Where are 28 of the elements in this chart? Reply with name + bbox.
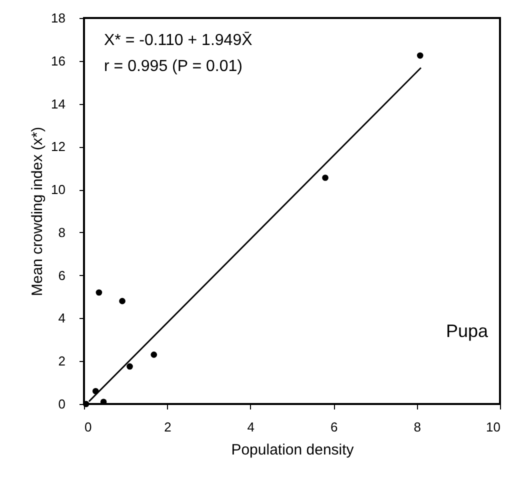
point: [126, 363, 133, 370]
point: [82, 400, 90, 408]
point: [119, 298, 126, 304]
annotation: X* = -0.110 + 1.949X̄: [104, 32, 253, 49]
y-tick-label: 18: [51, 10, 66, 26]
point: [150, 352, 158, 358]
y-tick-label: 2: [58, 354, 66, 369]
y-tick-label: 6: [58, 268, 66, 283]
y-tick-label: 0: [58, 396, 66, 412]
y-axis-title: Mean crowding index (x*): [29, 126, 46, 296]
x-tick-label: 2: [164, 420, 172, 434]
y-tick-label: 4: [58, 310, 66, 326]
annotation: Pupa: [446, 321, 489, 341]
y-tick-label: 12: [51, 139, 66, 154]
point: [96, 289, 102, 296]
annotation: r = 0.995 (P = 0.01): [104, 58, 242, 75]
y-tick-label: 8: [58, 224, 66, 240]
x-tick-label: 8: [414, 420, 421, 434]
x-tick-label: 6: [330, 420, 338, 434]
x-tick-label: 4: [247, 420, 255, 434]
y-tick-label: 14: [51, 96, 66, 112]
point: [322, 174, 328, 181]
y-tick-label: 16: [51, 53, 66, 68]
x-axis-title: Population density: [231, 442, 354, 458]
x-tick-label: 0: [84, 420, 92, 434]
x-tick-label: 10: [486, 420, 500, 434]
y-tick-label: 10: [51, 182, 66, 198]
point: [416, 52, 424, 59]
